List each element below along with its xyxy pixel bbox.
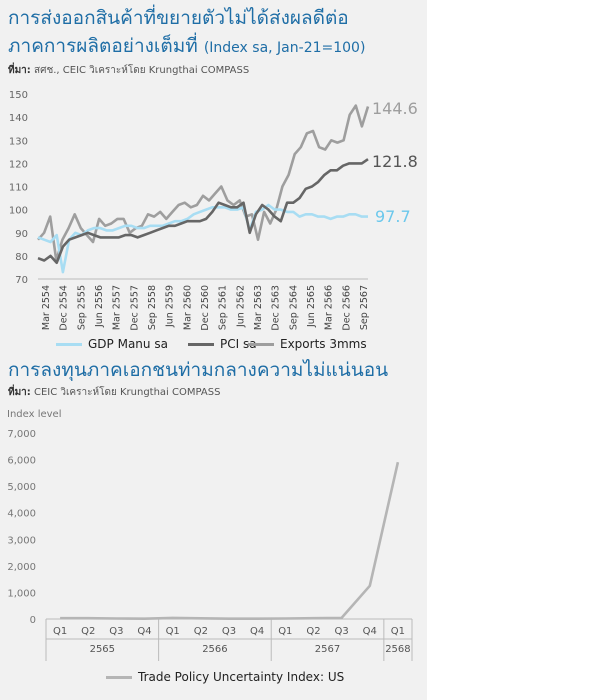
chart2-x-tick-label: Q2 <box>306 626 320 637</box>
chart1-x-tick-label: Dec 2560 <box>200 285 211 331</box>
chart1-series-line-exports <box>37 104 370 262</box>
chart1-y-tick-label: 120 <box>9 159 28 170</box>
chart2-y-tick-label: 5,000 <box>7 482 36 493</box>
chart2-group-label: 2566 <box>202 644 227 655</box>
chart2-x-tick-label: Q1 <box>53 626 67 637</box>
legend-item-tpu: Trade Policy Uncertainty Index: US <box>106 670 344 684</box>
chart1-title-main: ภาคการผลิตอย่างเต็มที่ <box>8 35 198 57</box>
chart1-x-tick-label: Dec 2563 <box>271 285 282 331</box>
chart2-x-tick-label: Q2 <box>81 626 95 637</box>
chart2-series-line-tpu <box>60 461 400 620</box>
chart1-x-tick-label: Mar 2566 <box>324 285 335 330</box>
chart2-x-tick-label: Q4 <box>250 626 264 637</box>
chart-panel <box>0 0 427 700</box>
chart1-x-tick-label: Sep 2558 <box>147 285 158 330</box>
chart1-x-tick-label: Dec 2554 <box>59 285 70 331</box>
chart2-svg: Index level 0 1,000 2,000 3,000 4,000 5,000 6,0… <box>7 409 413 661</box>
chart2-x-tick-label: Q1 <box>278 626 292 637</box>
chart1-x-tick-label: Mar 2557 <box>112 285 123 330</box>
chart2-x-tick-label: Q3 <box>109 626 123 637</box>
chart2-title: การลงทุนภาคเอกชนท่ามกลางความไม่แน่นอน <box>8 359 389 381</box>
chart1-series-line-pci <box>37 158 369 265</box>
chart1-y-tick-label: 70 <box>15 275 28 286</box>
chart2-group-label: 2565 <box>90 644 115 655</box>
chart1-x-tick-label: Dec 2566 <box>341 285 352 331</box>
chart2-y-tick-label: 7,000 <box>7 429 36 440</box>
chart2-group-label: 2567 <box>315 644 340 655</box>
chart2-y-tick-label: 3,000 <box>7 535 36 546</box>
chart2-group-label: 2568 <box>385 644 410 655</box>
legend-item-exports: Exports 3mms <box>248 337 367 351</box>
chart1-title-note: (Index sa, Jan-21=100) <box>203 40 366 56</box>
chart1-title-line1: การส่งออกสินค้าที่ขยายตัวไม่ได้ส่งผลดีต่… <box>8 7 349 29</box>
chart1-end-label-pci: 121.8 <box>372 152 418 171</box>
legend-item-gdp: GDP Manu sa <box>56 337 168 351</box>
legend-label-gdp: GDP Manu sa <box>88 337 168 351</box>
chart1-title-line2: ภาคการผลิตอย่างเต็มที่ (Index sa, Jan-21… <box>8 34 365 60</box>
chart2-y-tick-label: 1,000 <box>7 588 36 599</box>
chart1-x-tick-label: Jun 2562 <box>235 285 246 328</box>
chart1-source-label: ที่มา: <box>8 65 31 76</box>
chart1-x-tick-label: Mar 2563 <box>253 285 264 330</box>
chart1-x-tick-label: Sep 2564 <box>288 285 299 330</box>
chart1-y-tick-label: 130 <box>9 136 28 147</box>
legend-label-pci: PCI sa <box>220 337 257 351</box>
chart1-source-text: สศช., CEIC วิเคราะห์โดย Krungthai COMPAS… <box>30 65 250 76</box>
chart1-x-tick-label: Sep 2567 <box>359 285 370 330</box>
chart1-x-tick-label: Sep 2561 <box>218 285 229 330</box>
chart2-source: ที่มา: CEIC วิเคราะห์โดย Krungthai COMPA… <box>8 385 220 400</box>
legend-swatch-pci <box>188 342 214 346</box>
legend-label-tpu: Trade Policy Uncertainty Index: US <box>138 670 345 684</box>
chart1-y-tick-label: 80 <box>15 252 28 263</box>
chart1-y-tick-label: 90 <box>15 229 28 240</box>
chart1-source: ที่มา: สศช., CEIC วิเคราะห์โดย Krungthai… <box>8 63 249 78</box>
chart2-y-axis-title: Index level <box>7 409 62 420</box>
chart2-x-tick-label: Q4 <box>363 626 377 637</box>
chart1-y-tick-label: 100 <box>9 206 28 217</box>
chart1-end-label-exports: 144.6 <box>372 99 418 118</box>
chart1-end-label-gdp: 97.7 <box>375 207 411 226</box>
chart2-y-tick-label: 0 <box>30 615 36 626</box>
chart1-x-tick-label: Sep 2555 <box>76 285 87 330</box>
legend-swatch-tpu <box>106 675 132 679</box>
chart2-x-tick-label: Q1 <box>166 626 180 637</box>
chart1-x-tick-label: Jun 2565 <box>306 285 317 328</box>
chart2-x-tick-label: Q4 <box>137 626 151 637</box>
chart1-series-line-gdp <box>37 203 368 274</box>
chart1-x-tick-label: Mar 2554 <box>41 285 52 330</box>
chart1-y-tick-label: 140 <box>9 113 28 124</box>
chart1-svg: 70 80 90 100 110 120 130 140 150 Mar 2554 Dec 2554… <box>9 90 418 331</box>
chart1-x-tick-label: Mar 2560 <box>182 285 193 330</box>
legend-swatch-exports <box>248 342 274 346</box>
chart2-y-tick-label: 4,000 <box>7 509 36 520</box>
chart1-x-tick-label: Jun 2556 <box>94 285 105 328</box>
legend-swatch-gdp <box>56 342 82 346</box>
chart2-x-tick-label: Q3 <box>334 626 348 637</box>
chart2-x-tick-label: Q3 <box>222 626 236 637</box>
legend-item-pci: PCI sa <box>188 337 257 351</box>
legend-label-exports: Exports 3mms <box>280 337 367 351</box>
chart1-y-tick-label: 150 <box>9 90 28 101</box>
chart1-x-tick-label: Dec 2557 <box>129 285 140 331</box>
chart1-y-tick-label: 110 <box>9 183 28 194</box>
chart2-y-tick-label: 6,000 <box>7 456 36 467</box>
chart2-source-text: CEIC วิเคราะห์โดย Krungthai COMPASS <box>30 387 221 398</box>
chart2-x-tick-label: Q1 <box>391 626 405 637</box>
chart2-source-label: ที่มา: <box>8 387 31 398</box>
chart1-x-tick-label: Jun 2559 <box>165 285 176 328</box>
chart2-y-tick-label: 2,000 <box>7 562 36 573</box>
chart2-x-tick-label: Q2 <box>194 626 208 637</box>
